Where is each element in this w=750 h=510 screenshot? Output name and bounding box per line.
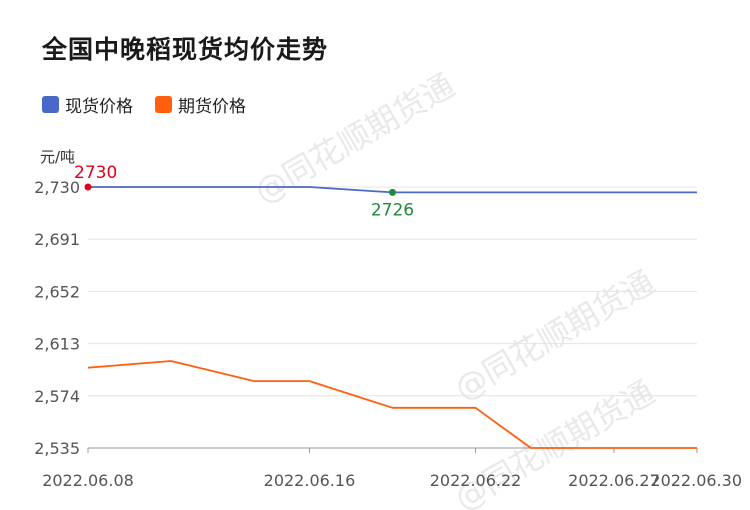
legend: 现货价格 期货价格 — [42, 92, 268, 117]
y-tick-label: 2,730 — [34, 178, 80, 197]
x-tick-label: 2022.06.22 — [430, 471, 522, 490]
x-tick-label: 2022.06.30 — [650, 471, 742, 490]
series-line-spot — [88, 186, 697, 194]
chart-title: 全国中晚稻现货均价走势 — [42, 35, 329, 64]
annotation-label-1: 2726 — [371, 200, 414, 220]
y-tick-label: 2,691 — [34, 230, 80, 249]
x-tick-label: 2022.06.27 — [568, 471, 660, 490]
y-axis-unit: 元/吨 — [40, 148, 76, 166]
legend-label-spot: 现货价格 — [65, 97, 133, 117]
legend-swatch-futures — [155, 96, 172, 113]
y-tick-label: 2,613 — [34, 335, 80, 354]
x-tick-label: 2022.06.16 — [264, 471, 356, 490]
legend-swatch-spot — [42, 96, 59, 113]
legend-item-futures[interactable]: 期货价格 — [155, 92, 246, 117]
annotation-label-0: 2730 — [74, 163, 117, 183]
x-tick-label: 2022.06.08 — [42, 471, 134, 490]
legend-item-spot[interactable]: 现货价格 — [42, 92, 133, 117]
annotation-point-0 — [84, 183, 92, 191]
series-line-futures — [87, 360, 697, 449]
annotation-point-1 — [389, 188, 396, 196]
legend-label-futures: 期货价格 — [178, 97, 246, 117]
y-tick-label: 2,535 — [34, 439, 80, 458]
y-tick-label: 2,652 — [34, 282, 80, 301]
y-tick-label: 2,574 — [34, 387, 80, 406]
